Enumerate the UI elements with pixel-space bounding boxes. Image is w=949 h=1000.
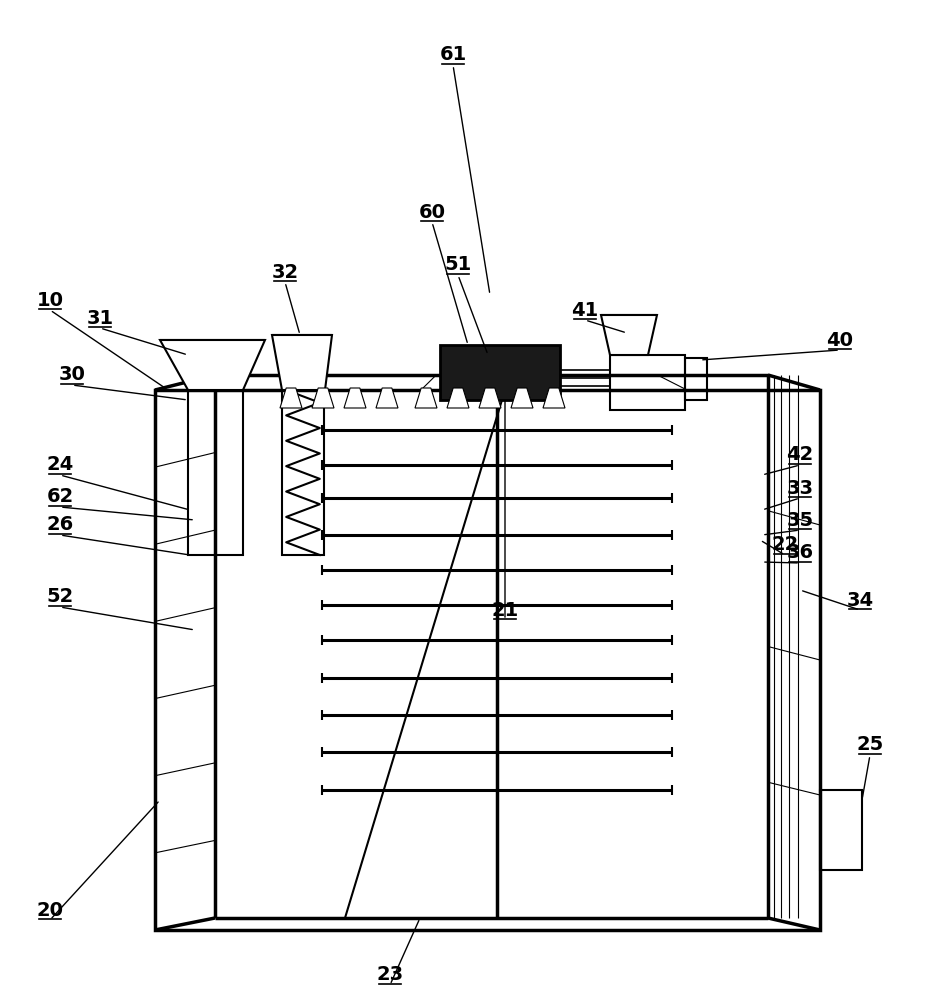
- Bar: [820, 790, 862, 870]
- Polygon shape: [272, 335, 332, 390]
- Text: 25: 25: [856, 736, 884, 754]
- Text: 22: 22: [772, 536, 799, 554]
- Text: 35: 35: [787, 510, 813, 530]
- Text: 52: 52: [47, 587, 74, 606]
- Polygon shape: [543, 388, 565, 408]
- Bar: [155, 390, 820, 930]
- Text: 34: 34: [847, 590, 874, 609]
- Polygon shape: [511, 388, 533, 408]
- Text: 42: 42: [787, 446, 813, 464]
- Polygon shape: [280, 388, 302, 408]
- Text: 33: 33: [787, 479, 813, 497]
- Polygon shape: [344, 388, 366, 408]
- Bar: [282, 390, 324, 555]
- Text: 36: 36: [787, 544, 813, 562]
- Text: 60: 60: [419, 202, 445, 222]
- Text: 21: 21: [492, 600, 518, 619]
- Bar: [440, 345, 560, 400]
- Text: 26: 26: [47, 516, 74, 534]
- Polygon shape: [312, 388, 334, 408]
- Text: 24: 24: [47, 456, 74, 475]
- Polygon shape: [376, 388, 398, 408]
- Text: 20: 20: [36, 900, 64, 920]
- Polygon shape: [415, 388, 437, 408]
- Bar: [188, 390, 243, 555]
- Bar: [610, 355, 685, 410]
- Text: 32: 32: [271, 262, 299, 282]
- Text: 61: 61: [439, 45, 467, 64]
- Polygon shape: [479, 388, 501, 408]
- Text: 23: 23: [377, 966, 403, 984]
- Text: 31: 31: [86, 308, 114, 328]
- Polygon shape: [160, 340, 265, 390]
- Text: 51: 51: [444, 255, 472, 274]
- Text: 62: 62: [47, 488, 74, 506]
- Text: 10: 10: [36, 290, 64, 310]
- Text: 40: 40: [827, 330, 853, 350]
- Text: 41: 41: [571, 300, 599, 320]
- Text: 30: 30: [59, 365, 85, 384]
- Polygon shape: [447, 388, 469, 408]
- Polygon shape: [601, 315, 657, 355]
- Bar: [685, 358, 707, 400]
